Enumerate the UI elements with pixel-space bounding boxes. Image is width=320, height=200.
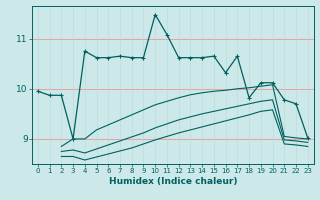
X-axis label: Humidex (Indice chaleur): Humidex (Indice chaleur) <box>108 177 237 186</box>
